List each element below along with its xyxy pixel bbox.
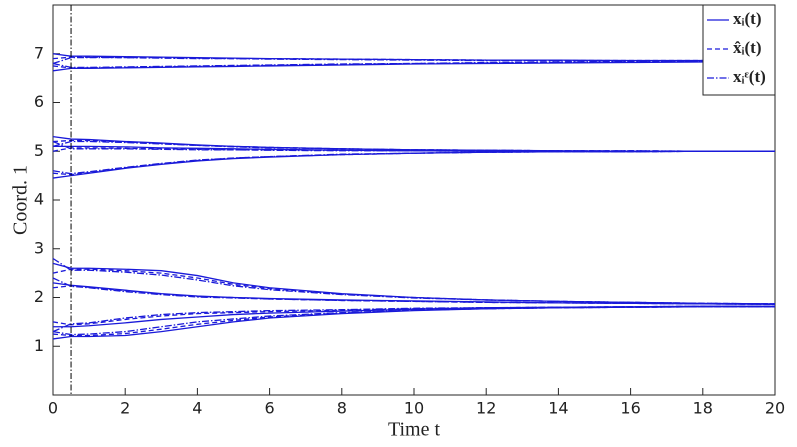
trajectory-line [52,268,776,305]
x-tick-label: 2 [120,399,130,418]
x-tick-label: 0 [48,399,58,418]
x-tick-label: 8 [337,399,347,418]
y-tick-label: 3 [34,238,44,257]
legend-label: xᵢ(t) [733,9,762,28]
y-tick-label: 2 [34,287,44,306]
x-tick-label: 6 [265,399,275,418]
y-tick-label: 4 [34,190,44,209]
x-tick-label: 4 [192,399,202,418]
y-tick-label: 6 [34,92,44,111]
y-tick-label: 5 [34,141,44,160]
x-tick-label: 20 [765,399,785,418]
y-tick-label: 7 [34,43,44,62]
trajectory-line [52,257,776,305]
x-axis-label: Time t [388,419,441,441]
trajectory-line [52,150,775,175]
x-tick-label: 12 [476,399,496,418]
legend-label: xᵢᵋ(t) [733,67,766,86]
x-tick-label: 16 [620,399,640,418]
y-tick-label: 1 [34,336,44,355]
trajectory-line [52,306,775,336]
x-tick-label: 10 [404,399,424,418]
trajectory-line [52,277,776,305]
trajectory-line [52,60,776,69]
trajectory-line [52,57,775,65]
legend-label: x̂ᵢ(t) [733,38,762,57]
y-axis-label: Coord. 1 [10,165,32,235]
x-tick-label: 18 [693,399,713,418]
x-tick-label: 14 [548,399,568,418]
